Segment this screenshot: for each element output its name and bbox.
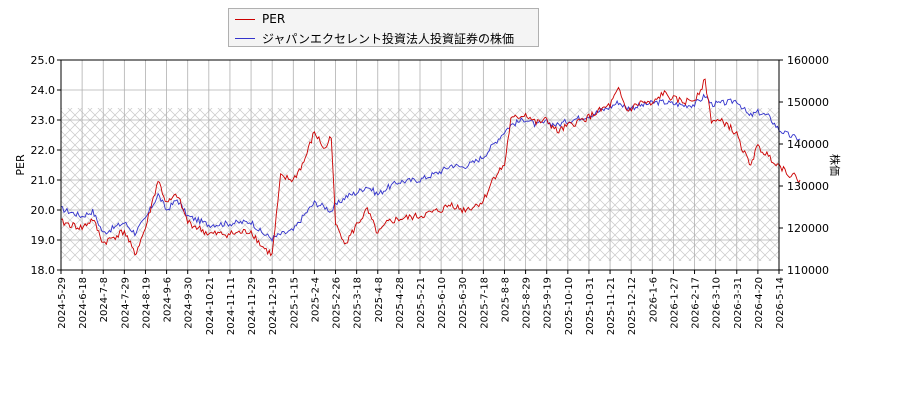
y-tick-label-right: 130000 [787,180,829,193]
x-tick-label: 2026-2-17 [691,277,702,329]
legend-label-stock: ジャパンエクセレント投資法人投資証券の株価 [262,31,515,46]
y-tick-label-left: 25.0 [31,54,56,67]
legend-item-per: PER [235,11,285,27]
y-tick-label-right: 120000 [787,222,829,235]
x-tick-label: 2025-2-26 [332,277,343,329]
x-tick-label: 2026-5-14 [775,277,786,329]
x-tick-label: 2026-4-20 [754,277,765,329]
y-tick-label-left: 24.0 [31,84,56,97]
y-tick-label-right: 160000 [787,54,829,67]
x-tick-label: 2026-1-27 [669,277,680,329]
series-line-per [60,78,801,257]
x-tick-label: 2026-3-31 [733,277,744,329]
x-tick-label: 2026-3-10 [712,277,723,329]
y-tick-label-right: 110000 [787,264,829,277]
x-tick-label: 2024-9-6 [163,277,174,322]
x-tick-label: 2025-8-8 [500,277,511,322]
x-tick-label: 2026-1-6 [648,277,659,322]
x-tick-label: 2024-12-19 [268,277,279,335]
series-line-stock [60,93,801,243]
legend-item-stock: ジャパンエクセレント投資法人投資証券の株価 [235,30,514,46]
x-tick-label: 2025-6-10 [437,277,448,329]
legend-swatch-per [235,18,255,20]
x-tick-label: 2024-7-29 [120,277,131,329]
y-axis-label-left: PER [14,154,27,176]
y-tick-label-left: 18.0 [31,264,56,277]
x-tick-label: 2025-12-12 [627,277,638,335]
y-tick-label-left: 20.0 [31,204,56,217]
x-tick-label: 2024-10-21 [205,277,216,335]
y-tick-label-right: 140000 [787,138,829,151]
legend: PER ジャパンエクセレント投資法人投資証券の株価 [228,8,539,47]
x-tick-label: 2024-5-29 [57,277,68,329]
x-tick-label: 2024-11-11 [226,277,237,335]
legend-swatch-stock [235,37,255,39]
x-tick-label: 2025-1-15 [289,277,300,329]
x-tick-label: 2025-4-28 [395,277,406,329]
x-tick-label: 2025-11-21 [606,277,617,335]
x-tick-label: 2025-5-21 [416,277,427,329]
x-tick-label: 2025-10-31 [585,277,596,335]
y-tick-label-left: 21.0 [31,174,56,187]
x-tick-label: 2024-11-29 [247,277,258,335]
x-tick-label: 2025-10-10 [564,277,575,335]
y-tick-label-left: 19.0 [31,234,56,247]
y-tick-label-left: 23.0 [31,114,56,127]
x-tick-label: 2025-4-8 [374,277,385,322]
x-tick-label: 2025-3-18 [353,277,364,329]
x-tick-label: 2024-8-19 [141,277,152,329]
y-axis-label-right: 株価 [828,154,842,176]
x-tick-label: 2025-7-18 [479,277,490,329]
legend-label-per: PER [262,12,286,26]
x-tick-label: 2025-9-19 [543,277,554,329]
x-tick-label: 2024-9-30 [184,277,195,329]
x-tick-label: 2025-6-30 [458,277,469,329]
y-tick-label-right: 150000 [787,96,829,109]
y-tick-label-left: 22.0 [31,144,56,157]
x-tick-label: 2024-6-18 [78,277,89,329]
x-tick-label: 2024-7-8 [99,277,110,322]
x-tick-label: 2025-8-29 [522,277,533,329]
x-tick-label: 2025-2-4 [310,277,321,322]
